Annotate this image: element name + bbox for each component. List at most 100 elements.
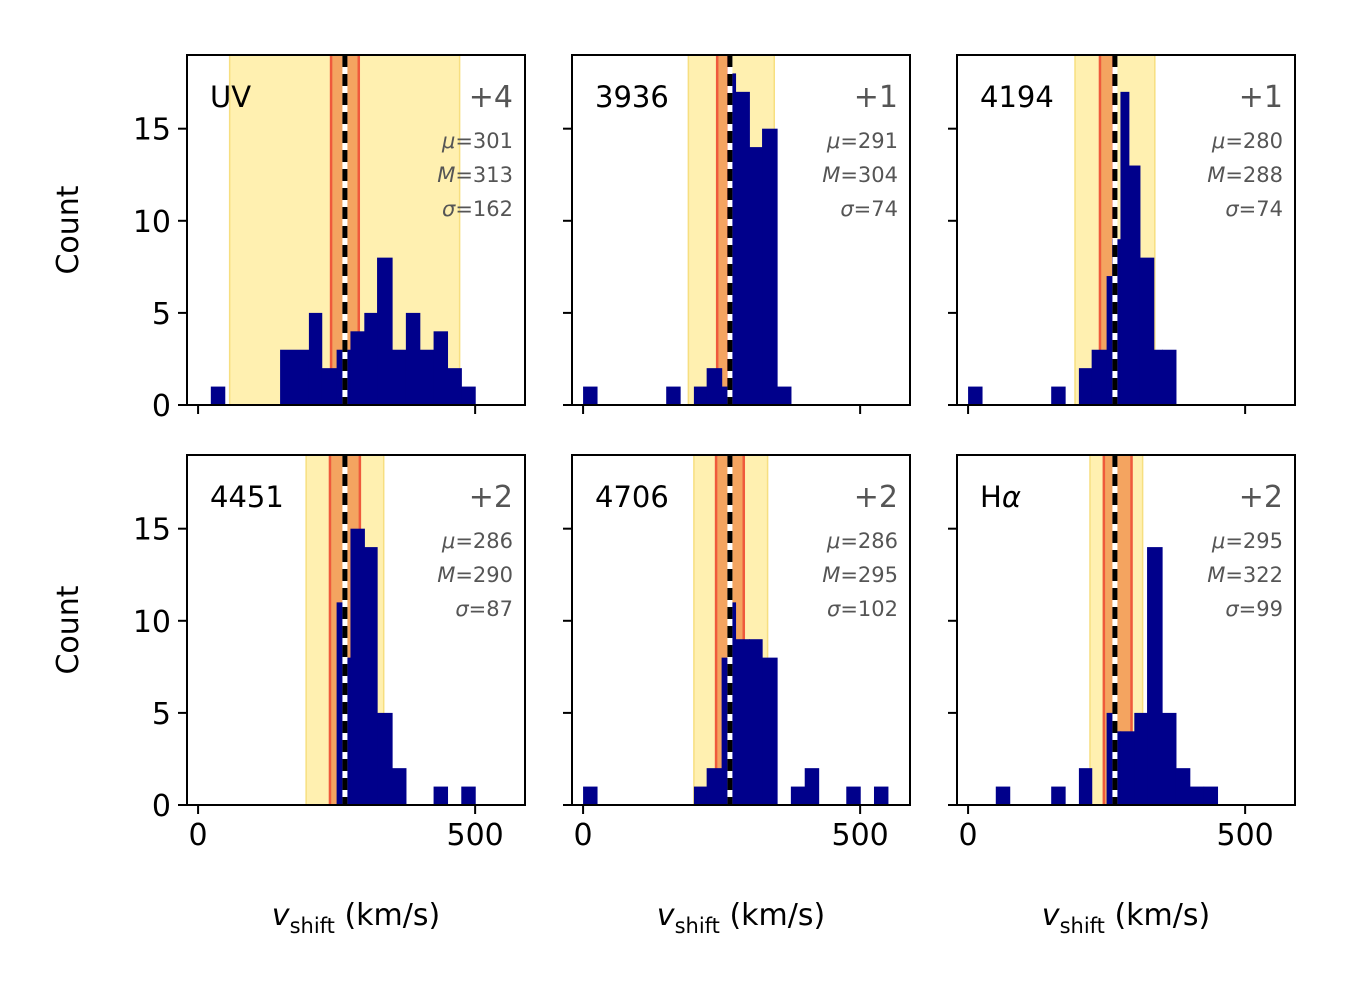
y-tick-label: 10 <box>133 205 171 240</box>
histogram-bar <box>405 312 421 405</box>
panel-6: 0 500 Hα +2 μ=295 M=322 σ=99 vshift (km/s) <box>948 454 1296 938</box>
histogram-bar <box>1162 349 1177 405</box>
histogram-bar <box>749 147 763 405</box>
plot-frame <box>571 54 911 406</box>
stat-median: M=322 <box>1207 563 1283 587</box>
panel-2: 3936 +1 μ=291 M=304 σ=74 <box>563 54 911 414</box>
x-tick-label: 500 <box>831 818 888 853</box>
histogram-bar <box>777 386 792 405</box>
stat-median: M=288 <box>1207 163 1283 187</box>
y-tick-label: 10 <box>133 605 171 640</box>
stat-mean: μ=280 <box>1211 129 1283 153</box>
histogram-bar <box>1203 786 1219 805</box>
offset-label: +2 <box>1239 480 1283 515</box>
histogram-bar <box>392 768 407 805</box>
histogram-bar <box>1175 768 1191 805</box>
plot-area <box>968 55 1177 405</box>
panel-name: Hα <box>980 480 1021 514</box>
histogram-bar <box>1078 368 1093 405</box>
panel-name: UV <box>210 80 251 114</box>
histogram-bar <box>693 386 708 405</box>
x-tick-label: 0 <box>574 818 593 853</box>
histogram-bar <box>666 386 681 405</box>
histogram-bar <box>1128 165 1141 405</box>
histogram-bar <box>321 368 338 405</box>
plot-frame <box>186 454 526 806</box>
histogram-bar <box>729 602 737 805</box>
y-tick-label: 5 <box>152 297 171 332</box>
histogram-bar <box>846 786 861 805</box>
y-tick-label: 0 <box>152 389 171 424</box>
histogram-bar <box>721 657 731 805</box>
histogram-bar <box>735 639 750 805</box>
histogram-bar <box>336 602 345 805</box>
histogram-bar <box>433 331 449 405</box>
histogram-bar <box>280 349 310 405</box>
histogram-bar <box>350 331 365 405</box>
stat-mean: μ=291 <box>826 129 898 153</box>
y-tick-label: 15 <box>133 113 171 148</box>
stat-mean: μ=295 <box>1211 529 1283 553</box>
histogram-bar <box>762 657 778 805</box>
plot-frame <box>571 454 911 806</box>
histogram-bar <box>1078 768 1093 805</box>
offset-label: +1 <box>1239 80 1283 115</box>
histogram-bar <box>735 91 750 405</box>
stat-sigma: σ=74 <box>840 197 898 221</box>
y-axis-title: Count <box>51 185 86 274</box>
panel-name: 4706 <box>595 480 669 514</box>
inner-band <box>717 55 729 405</box>
stat-sigma: σ=102 <box>827 597 898 621</box>
histogram-bar <box>729 73 737 405</box>
plot-area <box>995 455 1219 805</box>
histogram-bar <box>583 386 598 405</box>
histogram-bar <box>790 786 806 805</box>
y-tick-label: 5 <box>152 697 171 732</box>
x-tick-label: 500 <box>446 818 503 853</box>
histogram-bar <box>1114 731 1122 805</box>
histogram-bar <box>1051 786 1066 805</box>
panel-4: 0 5 10 15 0 500 4451 +2 μ=286 M=290 σ=87 Count vshif… <box>51 454 526 938</box>
x-tick-label: 0 <box>959 818 978 853</box>
histogram-bar <box>721 386 731 405</box>
plot-area <box>305 455 476 805</box>
x-tick-label: 0 <box>189 818 208 853</box>
panel-5: 0 500 4706 +2 μ=286 M=295 σ=102 vshift (km/s) <box>563 454 911 938</box>
x-axis-title: vshift (km/s) <box>657 898 825 938</box>
stat-sigma: σ=99 <box>1225 597 1283 621</box>
y-axis-title: Count <box>51 585 86 674</box>
panel-name: 4194 <box>980 80 1054 114</box>
histogram-bar <box>995 786 1011 805</box>
panel-1: 0 5 10 15 UV +4 μ=301 M=313 σ=162 Count <box>51 54 526 424</box>
histogram-bar <box>210 386 226 405</box>
histogram-bar <box>344 657 352 805</box>
stat-sigma: σ=87 <box>455 597 513 621</box>
histogram-bar <box>968 386 983 405</box>
stat-sigma: σ=162 <box>442 197 513 221</box>
histogram-bar <box>1120 731 1135 805</box>
stat-median: M=313 <box>437 163 513 187</box>
offset-label: +4 <box>469 80 513 115</box>
histogram-bar <box>1051 386 1066 405</box>
x-axis-title: vshift (km/s) <box>1042 898 1210 938</box>
y-tick-label: 0 <box>152 789 171 824</box>
stat-mean: μ=286 <box>826 529 898 553</box>
plot-frame <box>956 454 1296 806</box>
histogram-bar <box>1134 712 1148 805</box>
histogram-bar <box>433 786 449 805</box>
histogram-bar <box>706 368 723 405</box>
plot-area <box>583 455 889 805</box>
histogram-bar <box>350 528 365 805</box>
histogram-bar <box>804 768 820 805</box>
histogram-bar <box>873 786 889 805</box>
histogram-bar <box>1147 547 1163 805</box>
panel-name: 3936 <box>595 80 669 114</box>
histogram-bar <box>1091 349 1108 405</box>
plot-frame <box>186 54 526 406</box>
histogram-bar <box>1106 276 1113 405</box>
y-tick-label: 15 <box>133 513 171 548</box>
histogram-bar <box>693 786 708 805</box>
histogram-bar <box>749 639 763 805</box>
histogram-bar <box>364 312 378 405</box>
